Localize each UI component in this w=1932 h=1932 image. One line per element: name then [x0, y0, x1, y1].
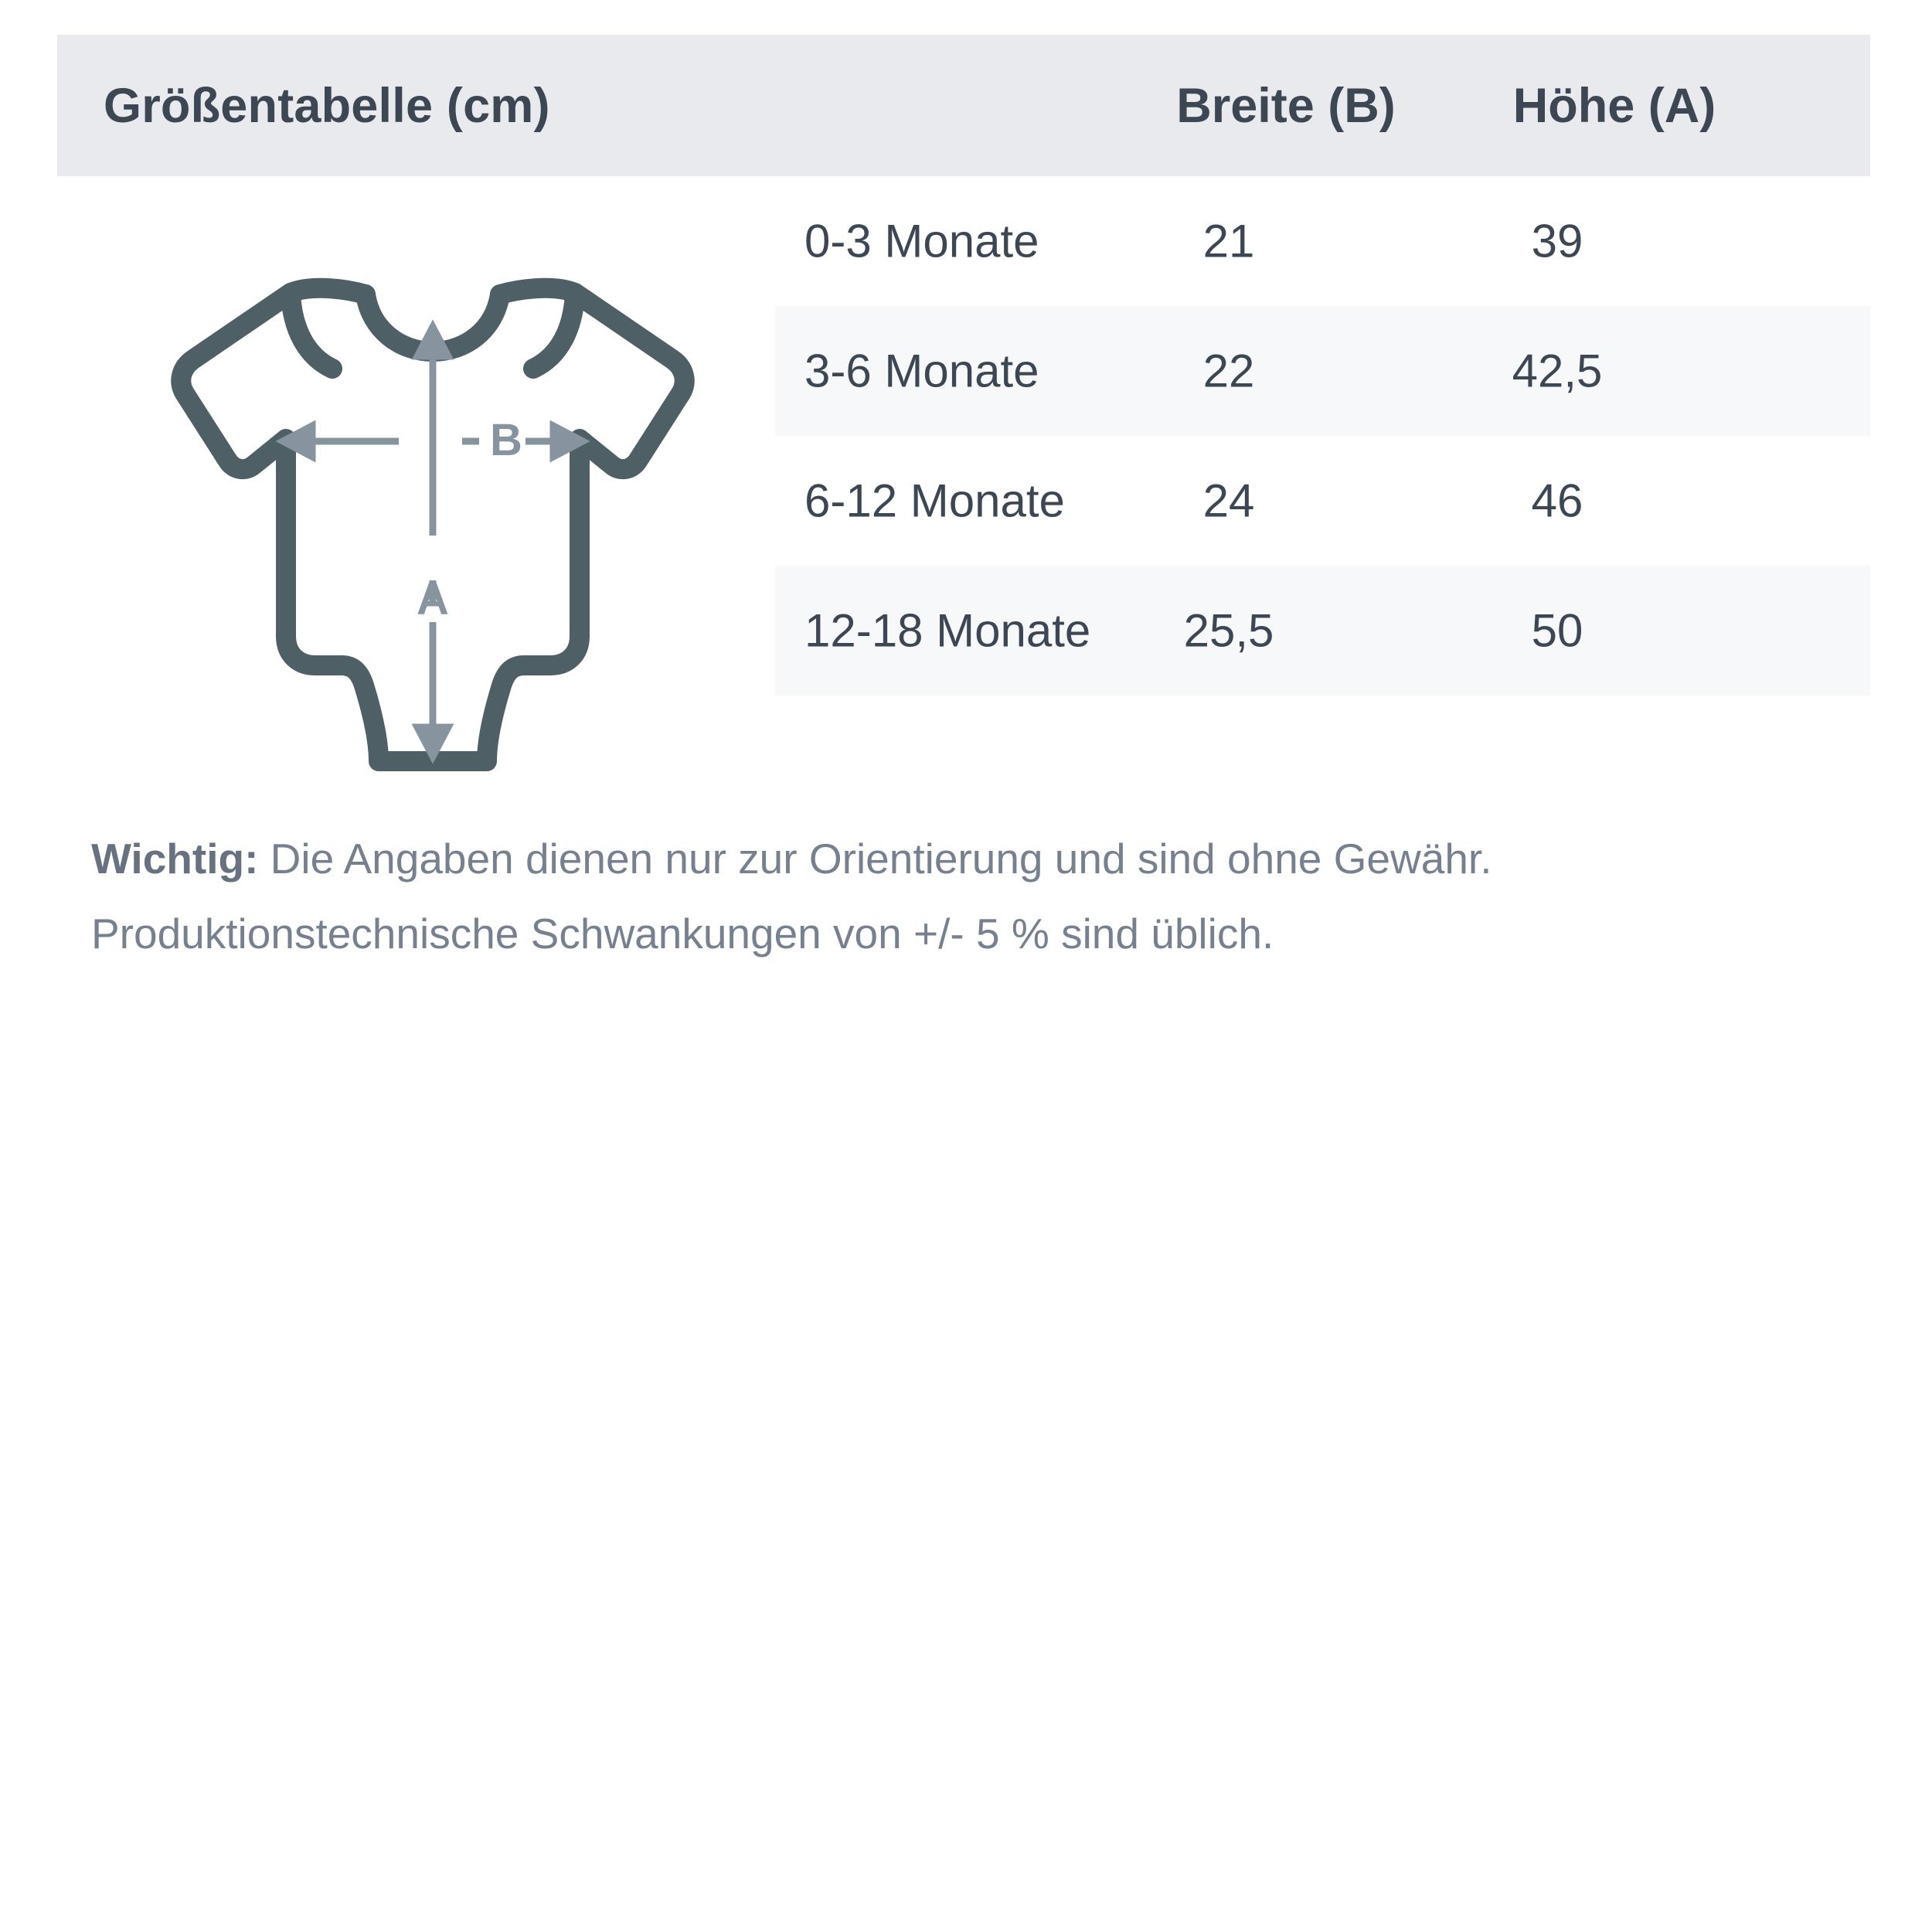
table-row: 6-12 Monate 24 46 [775, 436, 1870, 566]
size-table: 0-3 Monate 21 39 3-6 Monate 22 42,5 6-12… [775, 176, 1870, 696]
column-header-hoehe: Höhe (A) [1512, 78, 1716, 133]
cell-height: 42,5 [1512, 345, 1603, 397]
measure-b [275, 420, 590, 463]
size-chart-header: Größentabelle (cm) Breite (B) Höhe (A) [57, 35, 1870, 176]
cell-size: 12-18 Monate [804, 604, 1091, 657]
disclaimer-line-2: Produktionstechnische Schwankungen von +… [91, 910, 1274, 957]
cell-height: 50 [1531, 604, 1583, 657]
cell-breadth: 25,5 [1183, 604, 1274, 657]
disclaimer-lead: Wichtig: [91, 835, 259, 883]
column-header-breite: Breite (B) [1176, 78, 1396, 133]
cell-height: 46 [1531, 474, 1583, 527]
cell-breadth: 21 [1202, 215, 1255, 267]
table-row: 0-3 Monate 21 39 [775, 176, 1870, 306]
table-row: 3-6 Monate 22 42,5 [775, 306, 1870, 436]
measure-label-b: B [490, 415, 522, 465]
cell-size: 3-6 Monate [804, 345, 1039, 397]
cell-breadth: 22 [1202, 345, 1255, 397]
disclaimer-line-1-text: Die Angaben dienen nur zur Orientierung … [258, 835, 1492, 883]
table-row: 12-18 Monate 25,5 50 [775, 566, 1870, 696]
measure-a [411, 319, 454, 764]
cell-size: 6-12 Monate [804, 474, 1065, 527]
measure-label-a: A [417, 574, 449, 624]
disclaimer-note: Wichtig: Die Angaben dienen nur zur Orie… [91, 821, 1869, 971]
disclaimer-line-1: Wichtig: Die Angaben dienen nur zur Orie… [91, 821, 1869, 896]
cell-height: 39 [1531, 215, 1583, 267]
bodysuit-diagram: B A [147, 228, 719, 800]
cell-breadth: 24 [1202, 474, 1255, 527]
page-title: Größentabelle (cm) [104, 78, 550, 133]
cell-size: 0-3 Monate [804, 215, 1039, 267]
